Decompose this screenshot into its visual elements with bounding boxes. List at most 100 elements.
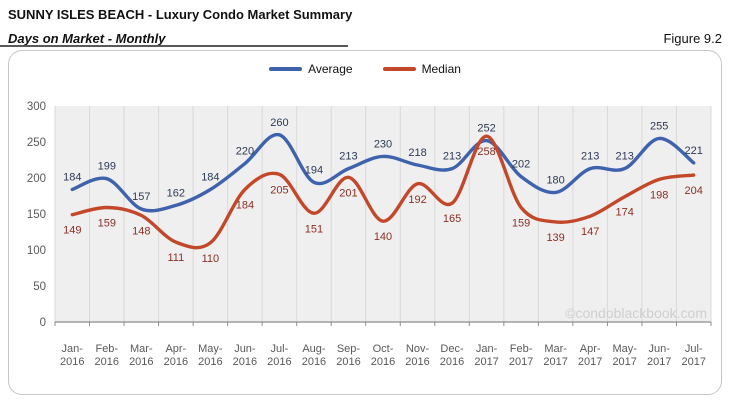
- average-data-label: 221: [685, 145, 703, 157]
- average-data-label: 194: [305, 164, 323, 176]
- median-data-label: 140: [374, 231, 392, 243]
- x-axis-month-label: May-: [198, 343, 223, 355]
- median-data-label: 151: [305, 223, 323, 235]
- x-axis-year-label: 2017: [474, 356, 498, 368]
- average-data-label: 218: [408, 147, 426, 159]
- x-axis-year-label: 2016: [60, 356, 84, 368]
- median-data-label: 149: [63, 225, 81, 237]
- y-axis-tick-label: 50: [33, 281, 46, 293]
- x-axis-year-label: 2017: [681, 356, 705, 368]
- average-data-label: 213: [339, 151, 357, 163]
- y-axis-tick-label: 200: [27, 173, 46, 185]
- watermark-text: ©condoblackbook.com: [565, 305, 707, 321]
- average-data-label: 157: [132, 191, 150, 203]
- median-data-label: 205: [270, 184, 288, 196]
- x-axis-year-label: 2016: [371, 356, 395, 368]
- y-axis-tick-label: 100: [27, 245, 46, 257]
- legend-item-average: Average: [269, 62, 353, 76]
- x-axis-year-label: 2016: [233, 356, 257, 368]
- median-data-label: 174: [616, 207, 634, 219]
- subtitle-underline: [0, 45, 348, 47]
- average-data-label: 213: [616, 151, 634, 163]
- median-data-label: 148: [132, 225, 150, 237]
- average-data-label: 252: [477, 123, 495, 135]
- x-axis-year-label: 2016: [336, 356, 360, 368]
- average-data-label: 260: [270, 117, 288, 129]
- median-data-label: 201: [339, 187, 357, 199]
- x-axis-month-label: Feb-: [510, 343, 533, 355]
- y-axis-tick-label: 250: [27, 137, 46, 149]
- x-axis-year-label: 2017: [647, 356, 671, 368]
- y-axis-tick-label: 150: [27, 209, 46, 221]
- median-data-label: 111: [167, 252, 184, 264]
- y-axis-tick-label: 0: [40, 317, 46, 329]
- x-axis-year-label: 2016: [198, 356, 222, 368]
- average-data-label: 213: [581, 151, 599, 163]
- x-axis-month-label: Jul-: [685, 343, 703, 355]
- legend-label-average: Average: [308, 62, 353, 76]
- y-axis-tick-label: 300: [27, 101, 46, 113]
- legend-label-median: Median: [421, 62, 461, 76]
- x-axis-month-label: Apr-: [580, 343, 601, 355]
- line-chart: ©condoblackbook.com 0 50 100 150 200 250 300 Jan…: [27, 101, 712, 368]
- x-axis-year-label: 2017: [612, 356, 636, 368]
- median-line: [70, 134, 696, 250]
- plot-area: [55, 106, 711, 322]
- x-axis-month-label: Feb-: [95, 343, 118, 355]
- median-data-label: 110: [202, 253, 220, 265]
- x-axis-month-label: Nov-: [406, 343, 430, 355]
- x-axis-year-label: 2017: [543, 356, 567, 368]
- median-data-label: 204: [685, 185, 703, 197]
- x-axis-month-label: Oct-: [373, 343, 394, 355]
- x-axis-year-label: 2016: [129, 356, 153, 368]
- x-axis-month-label: Dec-: [440, 343, 464, 355]
- x-axis-year-label: 2016: [267, 356, 291, 368]
- x-axis-month-label: Apr-: [165, 343, 186, 355]
- x-axis-month-label: Jun-: [649, 343, 671, 355]
- x-axis-month-label: Jan-: [476, 343, 498, 355]
- average-data-label: 202: [512, 159, 530, 171]
- median-data-label: 192: [408, 194, 426, 206]
- average-data-label: 180: [546, 174, 564, 186]
- median-line-swatch: [382, 67, 416, 71]
- page-title: SUNNY ISLES BEACH - Luxury Condo Market …: [8, 7, 353, 22]
- x-axis-month-label: Sep-: [337, 343, 361, 355]
- average-data-label: 213: [443, 151, 461, 163]
- x-axis-month-label: Jan-: [62, 343, 84, 355]
- median-data-label: 159: [98, 218, 116, 230]
- x-axis-month-label: Jul-: [271, 343, 289, 355]
- median-data-label: 159: [512, 218, 530, 230]
- x-axis-month-label: Aug-: [302, 343, 326, 355]
- average-data-label: 220: [236, 146, 254, 158]
- median-data-label: 184: [236, 200, 254, 212]
- x-axis-year-label: 2016: [405, 356, 429, 368]
- average-line-swatch: [269, 67, 303, 71]
- x-axis-month-label: Jun-: [234, 343, 256, 355]
- chart-card: Average Median ©condoblackbook.com 0 50 100…: [8, 50, 722, 395]
- chart-legend: Average Median: [9, 62, 721, 76]
- figure-label: Figure 9.2: [663, 31, 722, 46]
- median-data-label: 198: [650, 189, 668, 201]
- average-line: [70, 133, 696, 213]
- average-data-label: 162: [167, 187, 185, 199]
- median-data-label: 258: [477, 146, 495, 158]
- x-axis-month-label: Mar-: [544, 343, 567, 355]
- x-axis-year-label: 2016: [164, 356, 188, 368]
- median-data-label: 165: [443, 213, 461, 225]
- x-axis-year-label: 2016: [95, 356, 119, 368]
- average-data-label: 199: [98, 161, 116, 173]
- average-data-label: 255: [650, 120, 668, 132]
- x-axis-year-label: 2017: [509, 356, 533, 368]
- legend-item-median: Median: [382, 62, 461, 76]
- x-axis-year-label: 2016: [302, 356, 326, 368]
- x-axis-month-label: May-: [612, 343, 637, 355]
- average-data-label: 184: [201, 172, 219, 184]
- x-axis-month-label: Mar-: [130, 343, 153, 355]
- average-data-label: 230: [374, 138, 392, 150]
- average-data-label: 184: [63, 172, 81, 184]
- median-data-label: 147: [581, 226, 599, 238]
- median-data-label: 139: [546, 232, 564, 244]
- chart-subtitle: Days on Market - Monthly: [8, 31, 166, 46]
- x-axis-year-label: 2016: [440, 356, 464, 368]
- x-axis-year-label: 2017: [578, 356, 602, 368]
